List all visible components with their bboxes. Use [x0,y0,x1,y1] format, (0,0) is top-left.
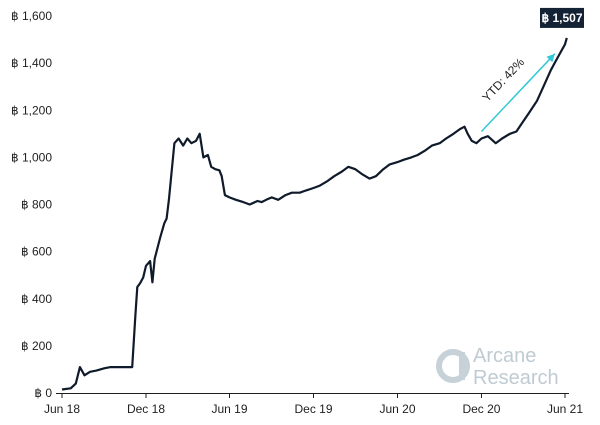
y-tick-label: ฿ 1,600 [11,9,52,23]
y-tick-label: ฿ 600 [21,245,52,259]
y-tick-label: ฿ 1,200 [11,103,52,117]
ytd-label: YTD: 42% [479,55,527,105]
end-value-badge [540,7,584,28]
y-axis: ฿ 0 ฿ 200 ฿ 400 ฿ 600 ฿ 800 ฿ 1,000 ฿ 1,200 ฿ 1… [11,9,52,400]
brand-watermark: Arcane Research [436,345,559,389]
ytd-arrow-head [546,53,555,63]
x-tick-label: Jun 20 [379,402,415,416]
x-tick-label: Jun 19 [211,402,247,416]
y-tick-label: ฿ 800 [21,198,52,212]
x-tick-label: Jun 21 [547,402,583,416]
y-tick-label: ฿ 1,400 [11,56,52,70]
arcane-logo-icon [436,349,470,383]
end-value-label: ฿ 1,507 [542,11,583,25]
y-tick-label: ฿ 1,000 [11,150,52,164]
y-tick-label: ฿ 0 [34,386,52,400]
x-tick-label: Jun 18 [44,402,80,416]
brand-line2: Research [473,367,559,389]
x-tick-label: Dec 18 [127,402,165,416]
ytd-arrow-shaft [480,53,556,132]
x-tick-label: Dec 19 [294,402,332,416]
y-tick-label: ฿ 400 [21,292,52,306]
annotations: YTD: 42% ฿ 1,507 [479,7,584,132]
x-tick-label: Dec 20 [462,402,500,416]
y-tick-label: ฿ 200 [21,339,52,353]
brand-line1: Arcane [473,345,536,367]
x-axis: Jun 18 Dec 18 Jun 19 Dec 19 Jun 20 Dec 20 Jun … [44,393,583,416]
series-line [61,37,568,391]
